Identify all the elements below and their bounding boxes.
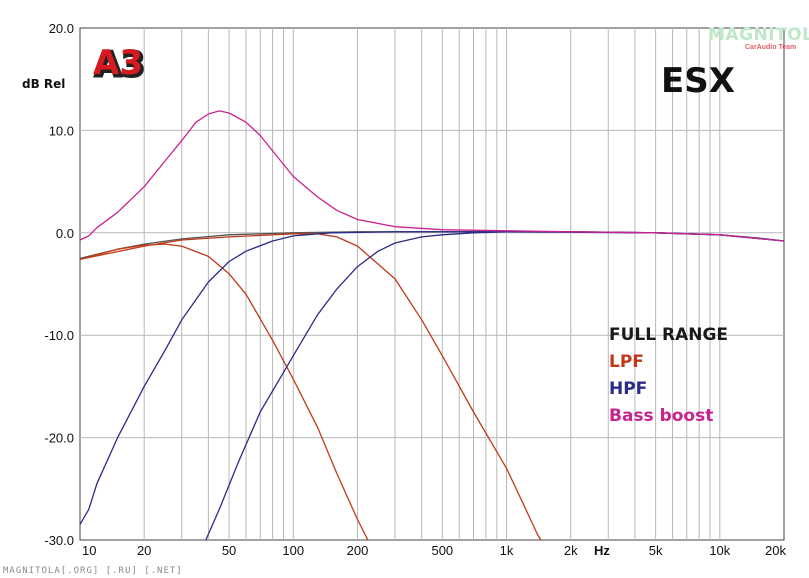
svg-text:A3: A3 bbox=[93, 43, 143, 83]
y-tick-label: 0.0 bbox=[56, 226, 74, 241]
legend: FULL RANGE LPF HPF Bass boost bbox=[609, 325, 728, 426]
x-tick-label: 50 bbox=[222, 543, 236, 558]
y-tick-label: -10.0 bbox=[44, 328, 74, 343]
magnitola-watermark: MAGNITOLA bbox=[708, 25, 809, 45]
chart-title: ESX bbox=[661, 61, 735, 101]
site-watermark: MAGNITOLA[.ORG] [.RU] [.NET] bbox=[3, 566, 183, 576]
x-axis-ticks: 10 20 50 100 200 500 1k 2k 5k 10k 20k bbox=[82, 543, 786, 558]
x-tick-label: 20 bbox=[137, 543, 151, 558]
legend-entry: LPF bbox=[609, 352, 644, 372]
y-tick-label: 10.0 bbox=[49, 123, 74, 138]
x-tick-label: 20k bbox=[765, 543, 786, 558]
y-axis-ticks: 20.0 10.0 0.0 -10.0 -20.0 -30.0 bbox=[44, 21, 74, 548]
x-tick-label: 10k bbox=[709, 543, 730, 558]
series-line-bass-boost bbox=[80, 110, 784, 242]
x-tick-label: 2k bbox=[564, 543, 578, 558]
plot-area bbox=[79, 27, 785, 541]
series-lines bbox=[80, 110, 784, 540]
x-axis-unit-label: Hz bbox=[594, 543, 610, 558]
y-tick-label: 20.0 bbox=[49, 21, 74, 36]
magnitola-watermark-subtitle: CarAudio Team bbox=[745, 44, 796, 51]
x-tick-label: 500 bbox=[431, 543, 453, 558]
legend-entry: FULL RANGE bbox=[609, 325, 728, 345]
legend-entry: HPF bbox=[609, 379, 647, 399]
legend-entry: Bass boost bbox=[609, 406, 713, 426]
x-tick-label: 100 bbox=[282, 543, 304, 558]
a3-logo: A3 A3 bbox=[93, 43, 146, 87]
series-line-lpf bbox=[80, 233, 542, 540]
y-tick-label: -30.0 bbox=[44, 533, 74, 548]
x-tick-label: 200 bbox=[347, 543, 369, 558]
x-tick-label: 1k bbox=[500, 543, 514, 558]
x-tick-label: 5k bbox=[649, 543, 663, 558]
y-axis-label: dB Rel bbox=[22, 77, 65, 91]
svg-text:A3: A3 bbox=[95, 45, 145, 85]
y-tick-label: -20.0 bbox=[44, 431, 74, 446]
x-tick-label: 10 bbox=[82, 543, 96, 558]
